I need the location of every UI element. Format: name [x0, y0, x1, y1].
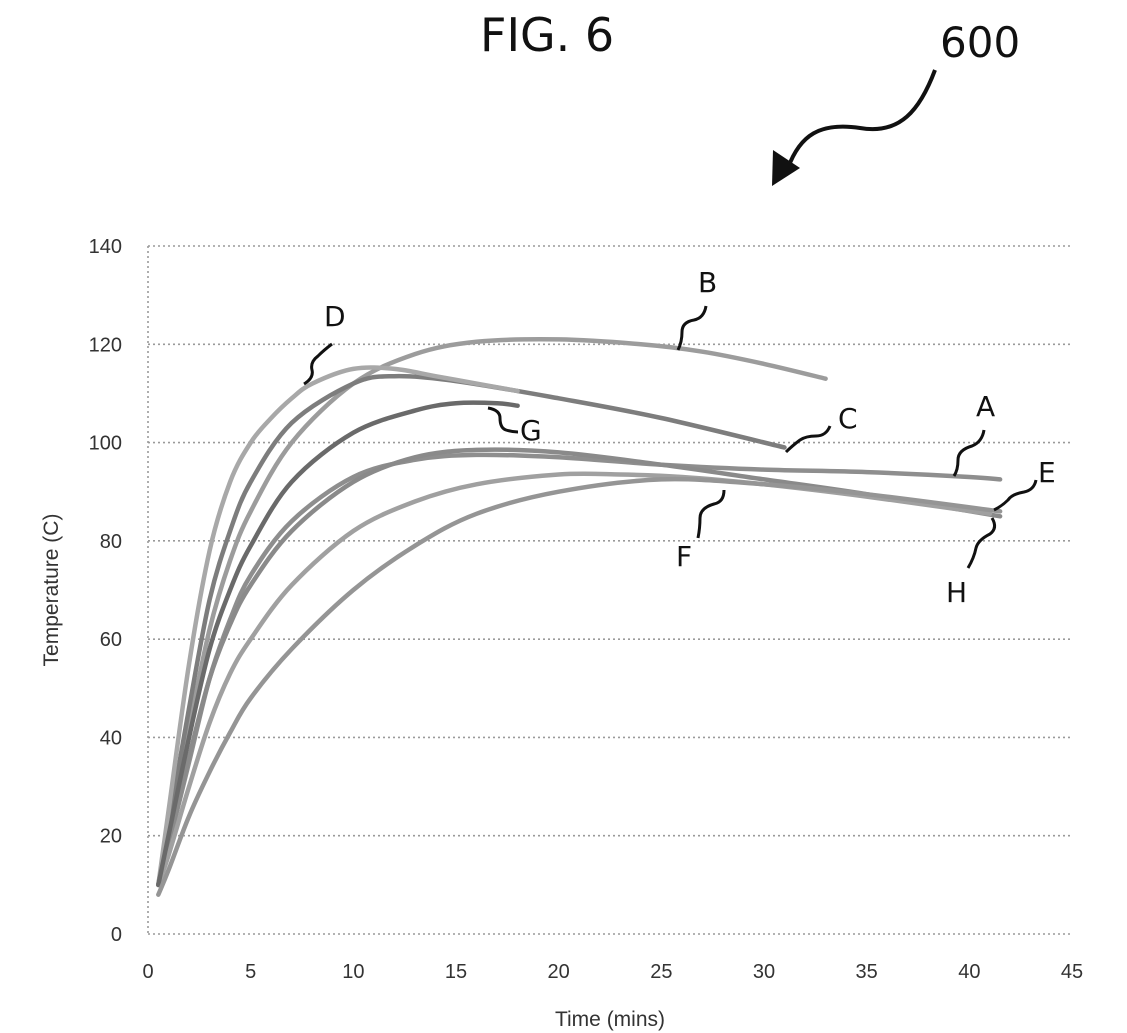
series-line-b [156, 337, 828, 888]
x-tick-label: 5 [245, 961, 256, 983]
curve-label-f: F [676, 540, 692, 573]
curve-label-a: A [976, 390, 995, 423]
y-tick-label: 0 [111, 924, 122, 946]
series-line-c [156, 373, 787, 888]
curve-label-e: E [1038, 456, 1056, 489]
leader-h [966, 517, 997, 569]
y-tick-label: 20 [100, 826, 122, 848]
series-line-d [156, 365, 520, 888]
x-tick-label: 15 [445, 961, 467, 983]
figure-title: FIG. 6 [480, 8, 615, 62]
curve-label-c-group: C [784, 402, 858, 454]
leader-f [696, 489, 726, 539]
leader-g [487, 406, 519, 434]
curve-label-c: C [838, 402, 858, 435]
reference-arrow-shaft [786, 69, 937, 169]
y-tick-label: 100 [89, 433, 122, 455]
series-line-e [156, 447, 1003, 888]
leader-b [676, 305, 708, 351]
x-tick-label: 35 [856, 961, 878, 983]
x-tick-label: 25 [650, 961, 672, 983]
series-line-g [156, 400, 520, 888]
curve-label-f-group: F [676, 489, 726, 573]
leader-a [952, 429, 986, 477]
reference-arrow-head [772, 150, 800, 186]
x-tick-label: 10 [342, 961, 364, 983]
curve-label-d-group: D [303, 300, 346, 386]
y-tick-label: 140 [89, 236, 122, 258]
curve-label-g-group: G [487, 406, 542, 447]
x-tick-label: 0 [142, 961, 153, 983]
series-line-h [156, 476, 1003, 897]
curve-label-d: D [324, 300, 346, 333]
series-line-a [156, 452, 1003, 888]
x-tick-label: 30 [753, 961, 775, 983]
leader-e [993, 479, 1038, 512]
curve-label-b-group: B [676, 266, 717, 351]
curve-label-a-group: A [952, 390, 995, 477]
x-tick-label: 40 [958, 961, 980, 983]
curve-label-h: H [946, 576, 967, 609]
y-tick-label: 40 [100, 727, 122, 749]
leader-c [784, 425, 832, 454]
series-line-f [156, 471, 993, 888]
x-axis-label: Time (mins) [555, 1008, 665, 1031]
y-axis-label: Temperature (C) [40, 514, 63, 667]
reference-numeral: 600 [940, 18, 1021, 67]
curve-label-h-group: H [946, 517, 997, 609]
x-tick-label: 45 [1061, 961, 1083, 983]
leader-d [303, 342, 333, 386]
curve-label-b: B [698, 266, 717, 299]
y-tick-label: 120 [89, 334, 122, 356]
curve-label-g: G [520, 414, 542, 447]
curve-label-e-group: E [993, 456, 1056, 512]
y-tick-label: 60 [100, 629, 122, 651]
y-tick-label: 80 [100, 531, 122, 553]
x-tick-label: 20 [548, 961, 570, 983]
